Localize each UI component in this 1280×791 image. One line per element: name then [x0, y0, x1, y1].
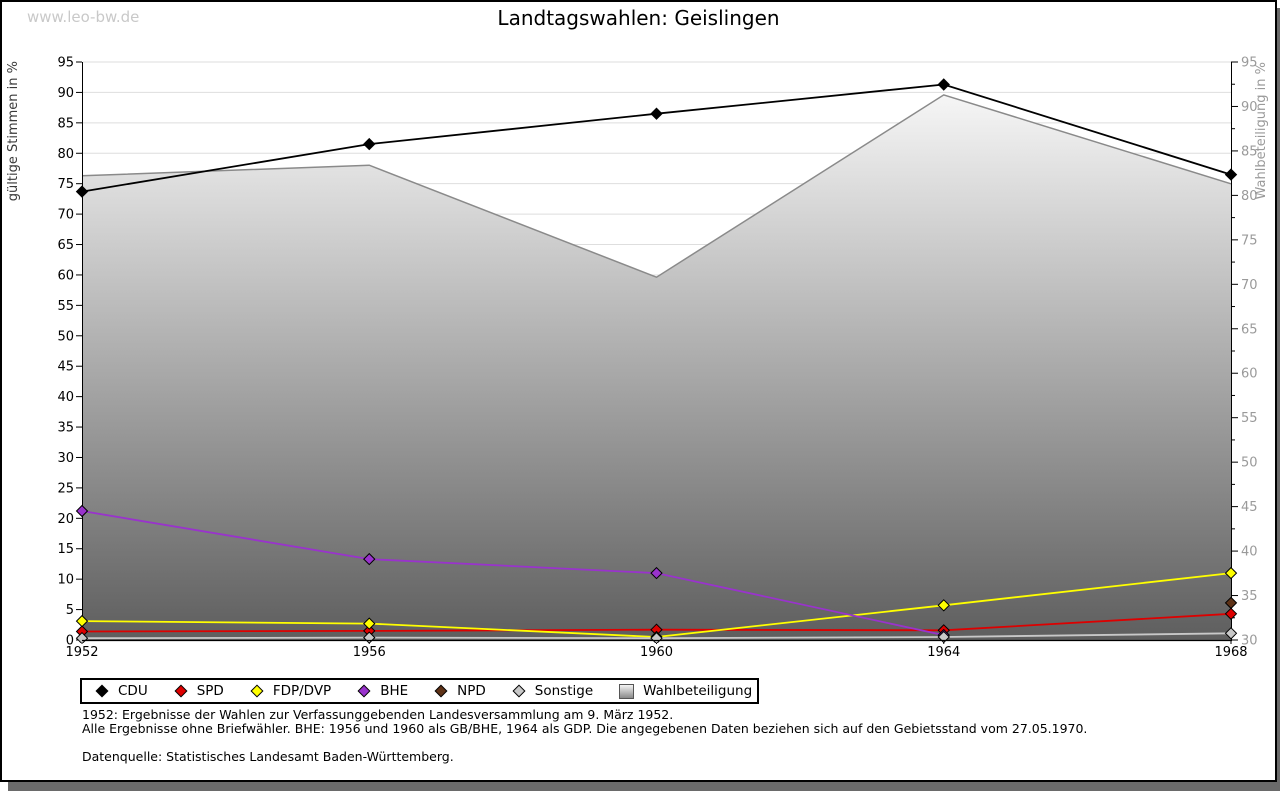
point-fdp-dvp — [363, 617, 376, 630]
legend-item-wahlbeteiligung: Wahlbeteiligung — [619, 683, 752, 699]
page-shadow-bottom — [8, 782, 1280, 791]
right-axis-tick-label: 90 — [1241, 100, 1258, 115]
sonstige-diamond-icon — [512, 684, 526, 698]
point-cdu — [75, 185, 89, 198]
election-line-chart: 0 5 10 15 20 25 30 35 40 45 50 55 60 65 70 75 80 85 90 95 30… — [6, 56, 1269, 661]
footnote-line-2: Alle Ergebnisse ohne Briefwähler. BHE: 1… — [82, 721, 1088, 736]
fdp-dvp-diamond-icon — [250, 684, 264, 698]
right-axis-tick-label: 60 — [1241, 367, 1258, 382]
left-axis-tick-label: 90 — [57, 86, 74, 101]
left-axis-tick-label: 10 — [57, 573, 74, 588]
left-axis-title: gültige Stimmen in % — [6, 61, 21, 201]
series-area-wahlbeteiligung — [82, 94, 1231, 640]
legend-item-cdu: CDU — [95, 683, 148, 699]
left-axis-tick-label: 50 — [57, 329, 74, 344]
legend-label: NPD — [457, 683, 486, 699]
point-fdp-dvp — [1224, 566, 1238, 580]
legend: CDU SPD FDP/DVP BHE NPD Sonstige Wahlbeteiligu… — [80, 678, 759, 704]
point-fdp-dvp — [75, 614, 89, 628]
page-shadow-right — [1277, 8, 1280, 791]
left-axis-tick-label: 45 — [57, 360, 74, 375]
legend-item-bhe: BHE — [357, 683, 408, 699]
left-axis-tick-label: 75 — [57, 177, 74, 192]
bhe-diamond-icon — [357, 684, 371, 698]
footnote-line-1: 1952: Ergebnisse der Wahlen zur Verfassu… — [82, 707, 674, 722]
legend-item-npd: NPD — [434, 683, 486, 699]
wahlbeteiligung-swatch-icon — [619, 683, 635, 699]
left-axis-tick-label: 60 — [57, 268, 74, 283]
right-axis-tick-label: 95 — [1241, 56, 1258, 71]
right-axis-title: Wahlbeteiligung in % — [1254, 62, 1269, 199]
page-title: Landtagswahlen: Geislingen — [497, 6, 780, 30]
legend-label: CDU — [118, 683, 148, 699]
series-line-bhe — [81, 510, 944, 636]
left-axis-tick-label: 20 — [57, 512, 74, 527]
spd-diamond-icon — [174, 684, 188, 698]
right-axis-tick-label: 55 — [1241, 411, 1258, 426]
point-spd — [1224, 607, 1238, 621]
left-axis-tick-label: 15 — [57, 542, 74, 557]
x-axis-tick-label: 1968 — [1214, 645, 1247, 660]
cdu-diamond-icon — [95, 684, 109, 698]
npd-diamond-icon — [434, 684, 448, 698]
point-sonstige — [1224, 627, 1238, 640]
legend-item-sonstige: Sonstige — [512, 683, 593, 699]
point-npd — [1224, 596, 1238, 610]
left-axis-tick-label: 30 — [57, 451, 74, 466]
point-bhe — [75, 504, 89, 518]
left-axis-tick-label: 0 — [66, 634, 74, 649]
right-axis-tick-label: 50 — [1241, 456, 1258, 471]
right-axis-tick-label: 75 — [1241, 233, 1258, 248]
left-axis-tick-label: 35 — [57, 421, 74, 436]
x-axis-tick-label: 1960 — [640, 645, 673, 660]
x-axis-tick-label: 1964 — [927, 645, 960, 660]
point-cdu — [937, 78, 950, 91]
left-axis-tick-label: 25 — [57, 481, 74, 496]
point-cdu — [363, 137, 376, 151]
right-axis-tick-label: 80 — [1241, 189, 1258, 204]
left-axis-tick-label: 70 — [57, 208, 74, 223]
right-axis-tick-label: 35 — [1241, 589, 1258, 604]
right-axis-tick-label: 70 — [1241, 278, 1258, 293]
right-axis-tick-label: 65 — [1241, 322, 1258, 337]
right-axis-tick-label: 85 — [1241, 144, 1258, 159]
footnote-source: Datenquelle: Statistisches Landesamt Bad… — [82, 749, 454, 764]
left-axis-tick-label: 65 — [57, 238, 74, 253]
left-axis-tick-label: 5 — [66, 603, 74, 618]
point-bhe — [363, 552, 376, 566]
series-area-edge-wahlbeteiligung — [81, 94, 1232, 279]
legend-item-spd: SPD — [174, 683, 224, 699]
legend-label: BHE — [380, 683, 409, 699]
left-axis-tick-label: 85 — [57, 116, 74, 131]
footnotes: 1952: Ergebnisse der Wahlen zur Verfassu… — [82, 708, 1087, 764]
point-cdu — [650, 107, 663, 120]
legend-label: FDP/DVP — [272, 683, 332, 699]
watermark: www.leo-bw.de — [27, 8, 140, 26]
left-axis-tick-label: 55 — [57, 299, 74, 314]
x-axis-tick-label: 1956 — [353, 645, 386, 660]
legend-label: Sonstige — [534, 683, 594, 699]
legend-item-fdp-dvp: FDP/DVP — [250, 683, 331, 699]
right-axis-tick-label: 30 — [1241, 634, 1258, 649]
right-axis-tick-label: 40 — [1241, 545, 1258, 560]
point-cdu — [1224, 168, 1238, 181]
left-axis-tick-label: 80 — [57, 147, 74, 162]
legend-label: Wahlbeteiligung — [643, 683, 753, 699]
point-sonstige — [937, 630, 950, 643]
x-axis-tick-label: 1952 — [65, 645, 98, 660]
left-axis-tick-label: 95 — [57, 56, 74, 71]
legend-label: SPD — [196, 683, 224, 699]
point-bhe — [650, 566, 663, 580]
left-axis-tick-label: 40 — [57, 390, 74, 405]
point-fdp-dvp — [937, 599, 950, 612]
right-axis-tick-label: 45 — [1241, 500, 1258, 515]
